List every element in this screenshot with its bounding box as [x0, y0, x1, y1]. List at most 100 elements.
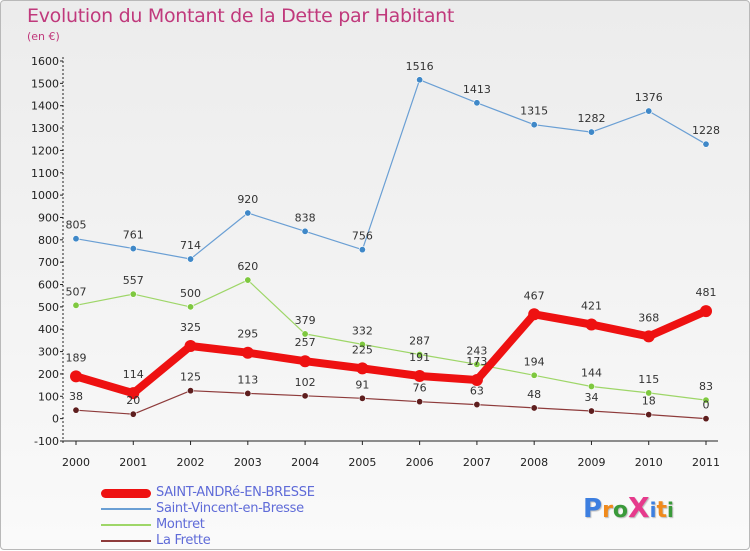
data-label: 63 — [470, 385, 484, 398]
data-label: 115 — [638, 373, 659, 386]
data-point — [72, 235, 80, 243]
data-point — [241, 346, 254, 359]
data-label: 243 — [466, 344, 487, 357]
data-point — [530, 371, 538, 379]
data-label: 507 — [66, 285, 87, 298]
data-label: 557 — [123, 274, 144, 287]
data-point — [416, 76, 424, 84]
data-point — [70, 370, 82, 383]
data-label: 257 — [295, 336, 316, 349]
data-label: 1413 — [463, 83, 491, 96]
y-tick-label: 400 — [38, 323, 59, 336]
data-label: 287 — [409, 334, 430, 347]
y-tick-label: 200 — [38, 368, 59, 381]
logo-letter: P — [583, 494, 603, 524]
data-label: 38 — [69, 390, 83, 403]
data-label: 620 — [237, 260, 258, 273]
data-label: 18 — [642, 395, 656, 408]
data-label: 0 — [703, 399, 710, 412]
data-label: 368 — [638, 311, 659, 324]
data-label: 34 — [584, 391, 598, 404]
y-tick-label: 1400 — [31, 100, 59, 113]
y-tick-label: 1500 — [31, 77, 59, 90]
data-point — [187, 387, 195, 395]
data-label: 1228 — [692, 124, 720, 137]
data-point — [416, 398, 424, 406]
x-tick-label: 2005 — [348, 456, 376, 469]
data-point — [356, 362, 369, 375]
y-tick-label: 100 — [38, 390, 59, 403]
data-point — [127, 387, 140, 400]
data-label: 838 — [295, 211, 316, 224]
data-point — [700, 305, 712, 318]
data-label: 1376 — [635, 91, 663, 104]
data-label: 191 — [409, 351, 430, 364]
data-point — [187, 303, 195, 311]
data-label: 173 — [466, 355, 487, 368]
data-label: 421 — [581, 300, 602, 313]
series-saint-andr-en-bresse — [70, 305, 712, 400]
data-label: 920 — [237, 193, 258, 206]
series-montret — [72, 276, 710, 404]
x-tick-label: 2003 — [234, 456, 262, 469]
y-tick-label: 1000 — [31, 189, 59, 202]
y-tick-label: 1100 — [31, 167, 59, 180]
proxiti-logo: ProXiti — [583, 491, 674, 524]
data-point — [473, 401, 481, 409]
data-point — [416, 350, 424, 358]
data-label: 194 — [524, 355, 545, 368]
data-label: 467 — [524, 289, 545, 302]
logo-letter: t — [656, 498, 668, 523]
data-point — [301, 330, 309, 338]
chart-axes: -100010020030040050060070080090010001100… — [31, 55, 720, 469]
logo-letter: X — [628, 491, 650, 524]
data-point — [473, 99, 481, 107]
x-tick-label: 2004 — [291, 456, 319, 469]
data-point — [72, 406, 80, 414]
data-label: 805 — [66, 219, 87, 232]
series-line-saint-andr-en-bresse — [72, 307, 710, 398]
legend-swatch — [101, 508, 151, 510]
data-label: 83 — [699, 380, 713, 393]
data-point — [244, 276, 252, 284]
y-tick-label: 700 — [38, 256, 59, 269]
series-saint-vincent-en-bresse — [72, 76, 710, 263]
x-tick-label: 2002 — [177, 456, 205, 469]
data-point — [642, 330, 655, 343]
data-label: 114 — [123, 368, 144, 381]
x-tick-label: 2001 — [119, 456, 147, 469]
data-point — [358, 394, 366, 402]
data-point — [587, 407, 595, 415]
data-label: 325 — [180, 321, 201, 334]
x-tick-label: 2008 — [520, 456, 548, 469]
series-la-frette — [72, 387, 710, 423]
data-label: 125 — [180, 371, 201, 384]
data-point — [129, 290, 137, 298]
logo-letter: i — [667, 498, 674, 522]
series-line-saint-vincent-en-bresse — [75, 79, 707, 260]
legend-label: La Frette — [156, 533, 211, 548]
data-label: 102 — [295, 376, 316, 389]
y-tick-label: 1200 — [31, 144, 59, 157]
y-tick-label: 600 — [38, 279, 59, 292]
data-label: 91 — [355, 378, 369, 391]
data-point — [413, 369, 426, 382]
data-point — [702, 415, 710, 423]
logo-letter: i — [649, 498, 657, 522]
data-label: 1315 — [520, 105, 548, 118]
data-point — [299, 355, 312, 368]
x-tick-label: 2007 — [463, 456, 491, 469]
legend-swatch — [101, 540, 151, 542]
data-label: 714 — [180, 239, 201, 252]
x-tick-label: 2009 — [577, 456, 605, 469]
y-tick-label: 900 — [38, 211, 59, 224]
legend-swatch — [101, 488, 151, 498]
data-label: 761 — [123, 229, 144, 242]
chart-title: Evolution du Montant de la Dette par Hab… — [27, 5, 455, 27]
data-point — [530, 121, 538, 129]
data-point — [645, 411, 653, 419]
legend-label: SAINT-ANDRé-EN-BRESSE — [156, 485, 315, 500]
data-label: 1282 — [577, 112, 605, 125]
